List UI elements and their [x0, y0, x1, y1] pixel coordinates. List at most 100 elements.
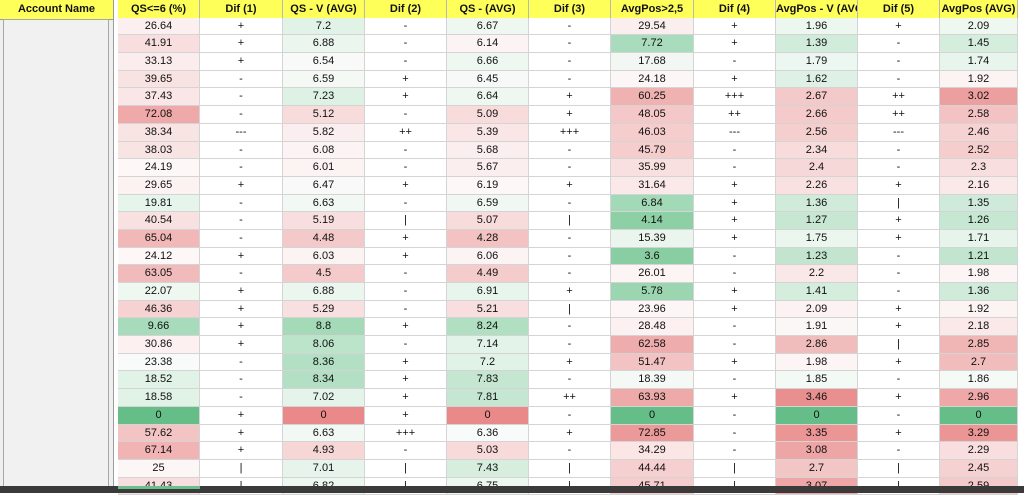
table-cell[interactable]: ---	[200, 123, 283, 142]
table-cell[interactable]: +++	[694, 88, 776, 107]
table-cell[interactable]: ---	[858, 123, 940, 142]
table-cell[interactable]: 2.29	[940, 442, 1018, 460]
table-cell[interactable]: 2.46	[940, 123, 1018, 142]
table-cell[interactable]: +	[694, 353, 776, 372]
column-header[interactable]: QS - (AVG)	[447, 0, 529, 19]
table-cell[interactable]: +	[200, 283, 283, 301]
table-cell[interactable]: 0	[611, 406, 694, 425]
table-cell[interactable]: -	[694, 336, 776, 354]
table-cell[interactable]: 38.03	[118, 141, 200, 160]
table-cell[interactable]: 35.99	[611, 159, 694, 177]
table-cell[interactable]: 6.59	[447, 194, 529, 213]
table-cell[interactable]: 4.93	[283, 442, 365, 460]
table-cell[interactable]: 30.86	[118, 336, 200, 354]
table-cell[interactable]: 60.25	[611, 88, 694, 107]
table-cell[interactable]: 5.78	[611, 283, 694, 301]
table-cell[interactable]: -	[694, 442, 776, 460]
table-cell[interactable]: -	[529, 265, 611, 283]
table-cell[interactable]: 62.58	[611, 336, 694, 354]
table-cell[interactable]: 1.39	[776, 35, 858, 54]
table-cell[interactable]: -	[365, 265, 447, 283]
table-cell[interactable]: 48.05	[611, 106, 694, 124]
column-header[interactable]: Dif (5)	[858, 0, 940, 19]
table-cell[interactable]: 1.26	[940, 212, 1018, 230]
table-cell[interactable]: -	[858, 159, 940, 177]
table-cell[interactable]: -	[365, 141, 447, 160]
table-cell[interactable]: -	[365, 442, 447, 460]
table-cell[interactable]: 46.36	[118, 300, 200, 319]
table-cell[interactable]: 6.63	[283, 424, 365, 443]
table-cell[interactable]: 1.92	[940, 300, 1018, 319]
column-header[interactable]: AvgPos>2,5	[611, 0, 694, 19]
table-cell[interactable]: 46.03	[611, 123, 694, 142]
table-cell[interactable]: -	[529, 53, 611, 71]
table-cell[interactable]: ++	[694, 106, 776, 124]
table-cell[interactable]: 5.03	[447, 442, 529, 460]
table-cell[interactable]: 0	[447, 406, 529, 425]
table-cell[interactable]: -	[365, 35, 447, 54]
table-cell[interactable]: 63.93	[611, 389, 694, 407]
table-cell[interactable]: +	[858, 424, 940, 443]
table-cell[interactable]: 3.02	[940, 88, 1018, 107]
table-cell[interactable]: 0	[118, 406, 200, 425]
table-cell[interactable]: -	[694, 247, 776, 266]
table-cell[interactable]: +	[200, 300, 283, 319]
table-cell[interactable]: +	[365, 389, 447, 407]
table-cell[interactable]: 1.45	[940, 35, 1018, 54]
column-header[interactable]: Dif (4)	[694, 0, 776, 19]
table-cell[interactable]: 37.43	[118, 88, 200, 107]
table-cell[interactable]: 1.79	[776, 53, 858, 71]
table-cell[interactable]: 5.68	[447, 141, 529, 160]
table-cell[interactable]: 1.23	[776, 247, 858, 266]
table-cell[interactable]: 3.29	[940, 424, 1018, 443]
table-cell[interactable]: ++	[365, 123, 447, 142]
table-cell[interactable]: 1.96	[776, 17, 858, 36]
table-cell[interactable]: 44.44	[611, 459, 694, 478]
table-cell[interactable]: -	[858, 70, 940, 89]
table-cell[interactable]: 6.01	[283, 159, 365, 177]
table-cell[interactable]: 6.03	[283, 247, 365, 266]
table-cell[interactable]: 6.47	[283, 176, 365, 195]
table-cell[interactable]: 5.39	[447, 123, 529, 142]
table-cell[interactable]: 4.28	[447, 229, 529, 248]
table-cell[interactable]: +	[858, 389, 940, 407]
table-cell[interactable]: +	[200, 35, 283, 54]
table-cell[interactable]: 18.58	[118, 389, 200, 407]
table-cell[interactable]: -	[365, 283, 447, 301]
table-cell[interactable]: 2.2	[776, 265, 858, 283]
table-cell[interactable]: 1.75	[776, 229, 858, 248]
table-cell[interactable]: |	[365, 459, 447, 478]
table-cell[interactable]: 72.08	[118, 106, 200, 124]
table-cell[interactable]: -	[200, 88, 283, 107]
table-cell[interactable]: 4.14	[611, 212, 694, 230]
column-header[interactable]: Dif (1)	[200, 0, 283, 19]
table-cell[interactable]: 40.54	[118, 212, 200, 230]
table-cell[interactable]: 29.54	[611, 17, 694, 36]
table-cell[interactable]: +	[200, 53, 283, 71]
table-cell[interactable]: ++	[858, 88, 940, 107]
table-cell[interactable]: +	[858, 229, 940, 248]
table-cell[interactable]: 4.5	[283, 265, 365, 283]
table-cell[interactable]: -	[694, 371, 776, 390]
table-cell[interactable]: 7.83	[447, 371, 529, 390]
table-cell[interactable]: 6.67	[447, 17, 529, 36]
table-cell[interactable]: -	[694, 424, 776, 443]
table-cell[interactable]: 45.79	[611, 141, 694, 160]
table-cell[interactable]: 65.04	[118, 229, 200, 248]
table-cell[interactable]: 7.14	[447, 336, 529, 354]
table-cell[interactable]: 1.71	[940, 229, 1018, 248]
table-cell[interactable]: -	[200, 212, 283, 230]
table-cell[interactable]: +	[365, 229, 447, 248]
table-cell[interactable]: 28.48	[611, 318, 694, 337]
table-cell[interactable]: -	[529, 141, 611, 160]
table-cell[interactable]: 15.39	[611, 229, 694, 248]
table-cell[interactable]: 6.84	[611, 194, 694, 213]
table-cell[interactable]: +	[858, 353, 940, 372]
table-cell[interactable]: -	[858, 53, 940, 71]
table-cell[interactable]: +	[694, 212, 776, 230]
table-cell[interactable]: 23.96	[611, 300, 694, 319]
table-cell[interactable]: 8.06	[283, 336, 365, 354]
table-cell[interactable]: 7.2	[283, 17, 365, 36]
table-cell[interactable]: 4.49	[447, 265, 529, 283]
table-cell[interactable]: 2.16	[940, 176, 1018, 195]
